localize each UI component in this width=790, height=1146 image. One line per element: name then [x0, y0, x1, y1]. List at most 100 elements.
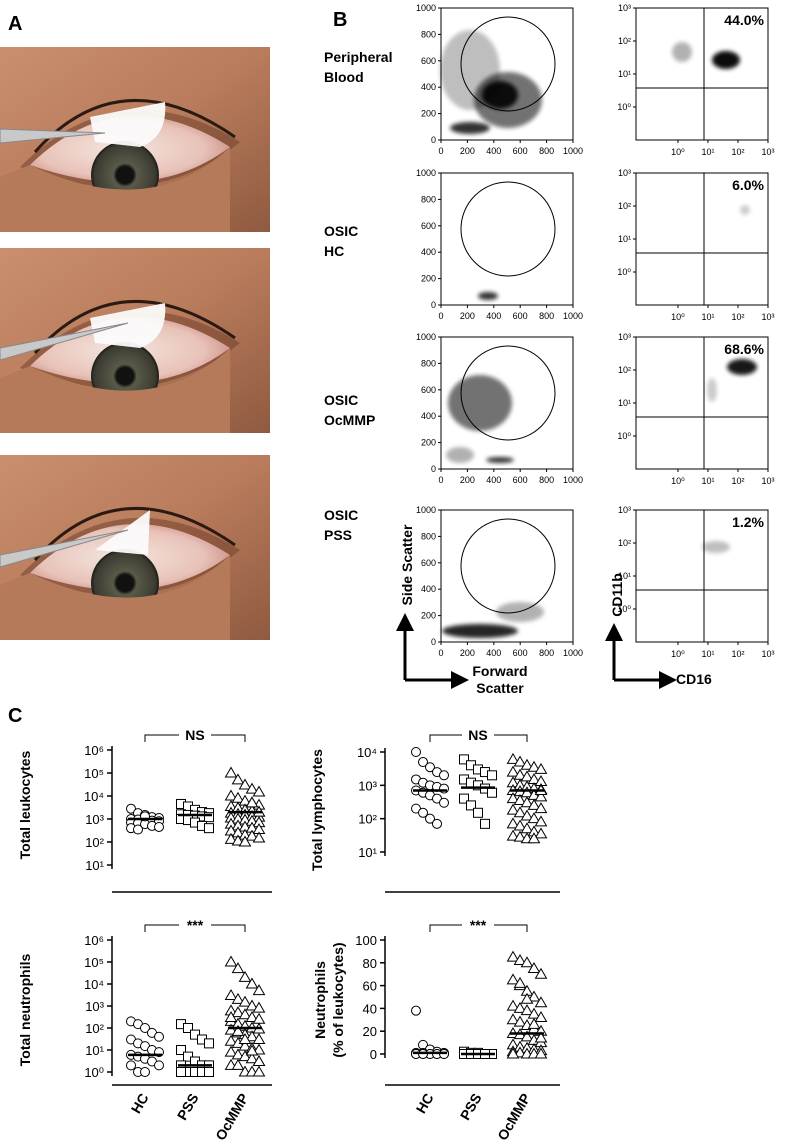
gate: [460, 181, 556, 277]
gate: [460, 518, 556, 614]
data-point: [252, 1055, 266, 1066]
data-point: [154, 821, 164, 832]
x-tick-label: 600: [513, 311, 528, 321]
data-point: [425, 762, 435, 773]
data-point: [154, 1031, 164, 1042]
x-tick-label: 10¹: [701, 476, 714, 486]
data-point: [520, 956, 534, 968]
x-tick-label: 1000: [563, 311, 583, 321]
event-density: [446, 447, 474, 463]
data-point: [224, 955, 238, 967]
data-point: [231, 962, 245, 974]
data-point: [513, 794, 527, 806]
x-tick-label: 1000: [563, 648, 583, 658]
x-tick-label: 200: [460, 475, 475, 485]
x-tick-label: 200: [460, 146, 475, 156]
data-point: [506, 950, 520, 962]
data-point: [183, 1023, 193, 1033]
data-point: [224, 832, 238, 844]
y-tick-label: 10⁴: [84, 789, 104, 804]
x-tick-label: 10⁰: [671, 476, 685, 486]
data-point: [439, 770, 449, 781]
data-point: [204, 823, 214, 834]
x-tick-label: 800: [539, 648, 554, 658]
event-density: [707, 378, 717, 402]
y-axis-label: (% of leukocytes): [330, 942, 346, 1057]
y-tick-label: 800: [421, 29, 436, 39]
y-tick-label: 10¹: [618, 398, 631, 408]
data-point: [238, 995, 252, 1007]
y-tick-label: 600: [421, 385, 436, 395]
y-tick-label: 80: [363, 956, 377, 971]
y-tick-label: 200: [421, 611, 436, 621]
y-tick-label: 1000: [416, 3, 436, 13]
y-tick-label: 1000: [416, 505, 436, 515]
data-point: [252, 785, 266, 797]
plot-frame: [635, 7, 769, 141]
sample-label: OSIC: [324, 507, 358, 523]
data-point: [238, 1033, 252, 1044]
y-axis-label: Neutrophils: [312, 961, 328, 1039]
x-tick-label: 0: [438, 146, 443, 156]
x-tick-label: 200: [460, 648, 475, 658]
forceps: [0, 529, 129, 568]
data-point: [513, 755, 527, 767]
x-tick-label: 600: [513, 648, 528, 658]
y-tick-label: 800: [421, 194, 436, 204]
y-tick-label: 600: [421, 221, 436, 231]
y-tick-label: 10²: [618, 36, 631, 46]
data-point: [534, 815, 548, 827]
x-tick-label: 10¹: [701, 649, 714, 659]
data-point: [224, 1023, 238, 1035]
group-label: OcMMP: [212, 1091, 252, 1143]
panel-label: C: [8, 705, 22, 727]
data-point: [459, 793, 469, 804]
data-point: [126, 803, 136, 814]
x-tick-label: 10³: [761, 476, 774, 486]
filter-paper: [90, 303, 166, 348]
x-tick-label: 10⁰: [671, 649, 685, 659]
data-point: [534, 1011, 548, 1023]
x-axis-label: CD16: [676, 671, 712, 687]
data-point: [439, 797, 449, 808]
data-point: [238, 778, 252, 790]
data-point: [432, 818, 442, 829]
data-point: [238, 970, 252, 982]
y-axis-label: Total leukocytes: [17, 750, 33, 859]
y-tick-label: 10⁰: [84, 1065, 104, 1080]
data-point: [520, 1004, 534, 1016]
data-point: [231, 1058, 245, 1070]
y-axis-label: CD11b: [609, 573, 625, 617]
y-tick-label: 400: [421, 584, 436, 594]
data-point: [534, 996, 548, 1008]
data-point: [411, 747, 421, 757]
sample-label: OcMMP: [324, 412, 375, 428]
significance-label: ***: [470, 917, 487, 933]
data-point: [527, 798, 541, 810]
data-point: [520, 809, 534, 821]
data-point: [506, 817, 520, 829]
data-point: [204, 1067, 214, 1077]
data-point: [224, 766, 238, 778]
eye-photo: [0, 248, 270, 433]
data-point: [224, 1011, 238, 1022]
data-point: [252, 1065, 266, 1077]
eye-photos: [0, 47, 270, 640]
y-tick-label: 10⁰: [617, 604, 631, 614]
y-tick-label: 10⁴: [357, 745, 377, 760]
x-tick-label: 200: [460, 311, 475, 321]
y-tick-label: 0: [431, 464, 436, 474]
data-point: [527, 962, 541, 973]
data-point: [506, 1047, 520, 1059]
y-tick-label: 10¹: [618, 69, 631, 79]
group-label: PSS: [457, 1091, 485, 1123]
data-point: [513, 954, 527, 966]
y-tick-label: 10²: [85, 835, 104, 850]
event-density: [702, 541, 730, 553]
y-tick-label: 10²: [618, 201, 631, 211]
forceps: [0, 128, 106, 144]
sample-label: PSS: [324, 527, 352, 543]
y-tick-label: 10¹: [618, 571, 631, 581]
y-tick-label: 0: [370, 1047, 377, 1062]
y-tick-label: 200: [421, 274, 436, 284]
